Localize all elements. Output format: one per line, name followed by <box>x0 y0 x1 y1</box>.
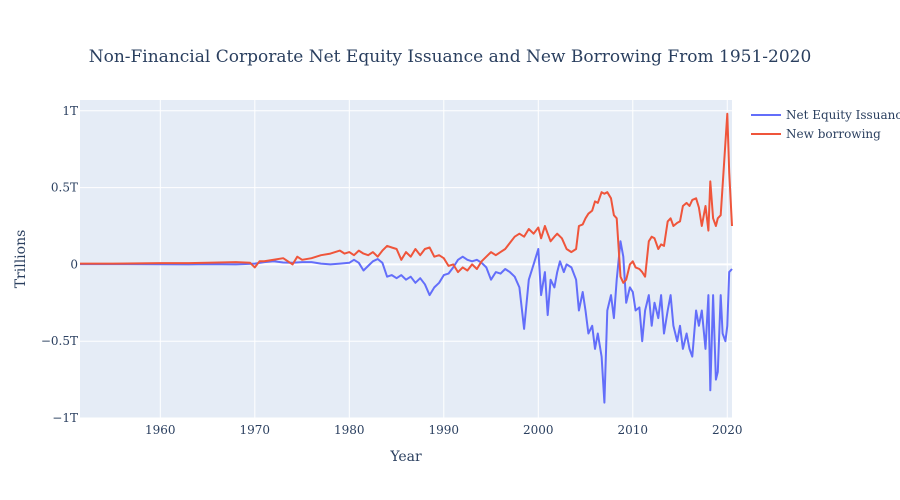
x-tick-label: 1990 <box>429 423 460 437</box>
legend-label: New borrowing <box>786 127 881 141</box>
y-tick-label: 0.5T <box>51 181 78 195</box>
x-tick-label: 2020 <box>712 423 743 437</box>
x-tick-label: 2010 <box>618 423 649 437</box>
legend-item[interactable]: New borrowing <box>751 127 881 141</box>
series-line-net-equity-issuance[interactable] <box>80 240 733 404</box>
x-axis-ticks: 1960 1970 1980 1990 2000 2010 2020 <box>145 423 743 437</box>
x-tick-label: 1970 <box>240 423 271 437</box>
y-tick-label: 0 <box>70 257 78 271</box>
chart-title: Non-Financial Corporate Net Equity Issua… <box>89 47 812 67</box>
x-axis-title: Year <box>389 449 422 465</box>
y-tick-label: 1T <box>62 104 78 118</box>
grid-lines <box>80 100 732 419</box>
y-axis-ticks: 1T 0.5T 0 −0.5T −1T <box>41 104 78 425</box>
y-tick-label: −1T <box>52 411 78 425</box>
x-tick-label: 2000 <box>523 423 554 437</box>
y-axis-title: Trillions <box>13 230 29 289</box>
series-layer <box>80 112 733 404</box>
y-tick-label: −0.5T <box>41 334 78 348</box>
x-tick-label: 1980 <box>334 423 365 437</box>
legend-label: Net Equity Issuance <box>786 108 900 122</box>
legend: Net Equity Issuance New borrowing <box>751 108 900 141</box>
plot-area[interactable] <box>80 100 732 418</box>
series-line-new-borrowing[interactable] <box>80 112 733 284</box>
x-tick-label: 1960 <box>145 423 176 437</box>
legend-item[interactable]: Net Equity Issuance <box>751 108 900 122</box>
